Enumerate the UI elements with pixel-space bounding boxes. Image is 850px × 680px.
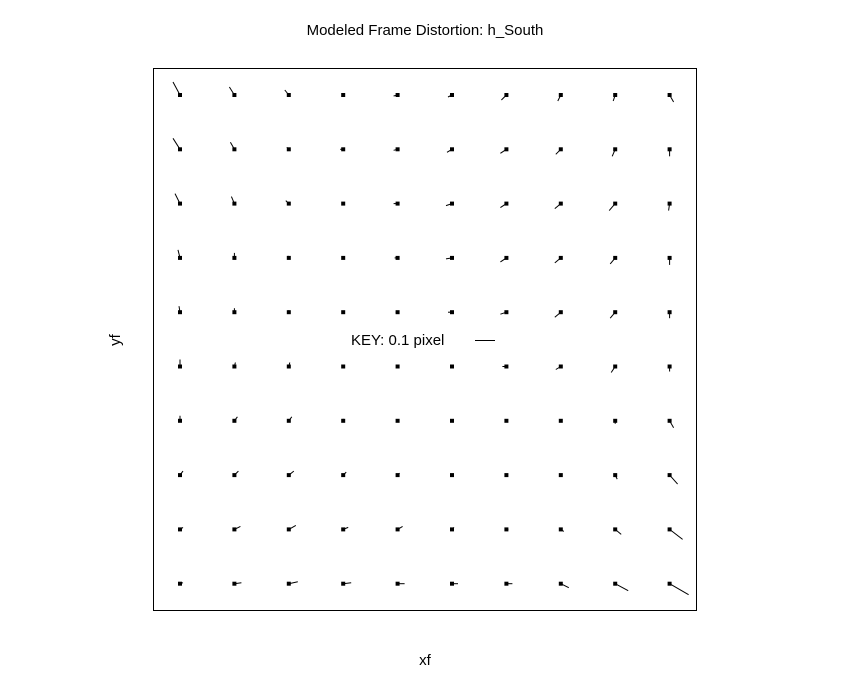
distortion-vector: [560, 583, 570, 589]
vector-origin-dot: [395, 418, 400, 423]
distortion-vector: [500, 148, 507, 154]
distortion-vector: [285, 200, 290, 204]
distortion-vector: [342, 471, 347, 476]
distortion-vector: [343, 526, 349, 530]
vector-origin-dot: [450, 418, 454, 423]
distortion-vector: [174, 193, 181, 204]
vector-origin-dot: [504, 473, 509, 478]
distortion-vector: [397, 525, 403, 530]
distortion-vector: [178, 306, 181, 313]
vector-origin-dot: [341, 255, 346, 260]
x-axis-label: xf: [419, 652, 432, 669]
distortion-vector: [234, 582, 242, 585]
distortion-vector: [230, 196, 235, 204]
distortion-vector: [554, 257, 562, 264]
distortion-vector: [233, 362, 236, 367]
distortion-vector: [288, 362, 291, 367]
vector-origin-dot: [504, 418, 509, 423]
vector-origin-dot: [558, 418, 563, 423]
distortion-vector: [614, 474, 618, 480]
distortion-vector: [288, 416, 293, 422]
distortion-vector: [228, 86, 235, 96]
distortion-vector: [172, 81, 181, 96]
distortion-vector: [287, 255, 290, 259]
distortion-vector: [610, 366, 616, 373]
distortion-vector: [286, 146, 290, 150]
distortion-vector: [446, 148, 453, 153]
distortion-vector: [555, 148, 562, 155]
distortion-vector: [554, 203, 562, 209]
vector-origin-dot: [450, 473, 454, 478]
distortion-vector: [501, 94, 507, 101]
distortion-vector: [612, 94, 616, 102]
key-label: KEY: 0.1 pixel: [351, 332, 444, 349]
distortion-vector: [614, 529, 622, 535]
distortion-vector: [234, 470, 239, 476]
distortion-vector: [560, 528, 565, 532]
distortion-vector: [447, 94, 453, 98]
distortion-vector: [669, 529, 683, 540]
distortion-vector: [288, 524, 297, 530]
distortion-vector: [229, 142, 235, 150]
distortion-vector: [179, 582, 184, 585]
distortion-vector: [445, 257, 453, 260]
distortion-vector: [284, 89, 290, 96]
distortion-vector: [445, 203, 453, 207]
distortion-vector: [609, 257, 616, 265]
distortion-vector: [172, 138, 181, 150]
distortion-vector: [177, 249, 181, 259]
distortion-vector: [393, 148, 398, 151]
distortion-vector: [669, 94, 675, 103]
distortion-vector: [234, 525, 241, 530]
distortion-vector: [343, 582, 352, 585]
distortion-vector: [608, 203, 616, 211]
distortion-vector: [288, 581, 298, 585]
distortion-vector: [668, 203, 671, 211]
y-axis-label: yf: [107, 333, 124, 346]
distortion-vector: [179, 470, 184, 476]
distortion-vector: [554, 311, 562, 318]
distortion-vector: [451, 527, 455, 530]
chart-title: Modeled Frame Distortion: h_South: [307, 22, 544, 39]
distortion-vector: [669, 420, 675, 429]
vector-key: KEY: 0.1 pixel: [351, 332, 495, 349]
distortion-vector: [393, 94, 398, 97]
distortion-vector: [669, 474, 678, 485]
plot-frame: [153, 68, 697, 611]
distortion-vector: [557, 94, 562, 102]
vector-field: [172, 81, 689, 596]
distortion-vector: [614, 583, 629, 592]
vector-origin-dot: [395, 364, 400, 369]
distortion-vector: [179, 526, 184, 530]
distortion-vector: [500, 203, 507, 209]
vector-origin-dot: [341, 310, 346, 315]
distortion-vector: [611, 149, 616, 157]
distortion-vector: [288, 470, 295, 476]
vector-origin-dot: [341, 93, 346, 97]
distortion-vector: [669, 583, 689, 596]
distortion-vector: [500, 311, 507, 315]
distortion-vector: [609, 311, 616, 319]
distortion-vector: [233, 416, 238, 422]
distortion-vector: [397, 472, 400, 476]
distortion-vector: [500, 257, 507, 263]
distortion-vector: [555, 366, 562, 370]
vector-origin-dot: [558, 473, 563, 478]
